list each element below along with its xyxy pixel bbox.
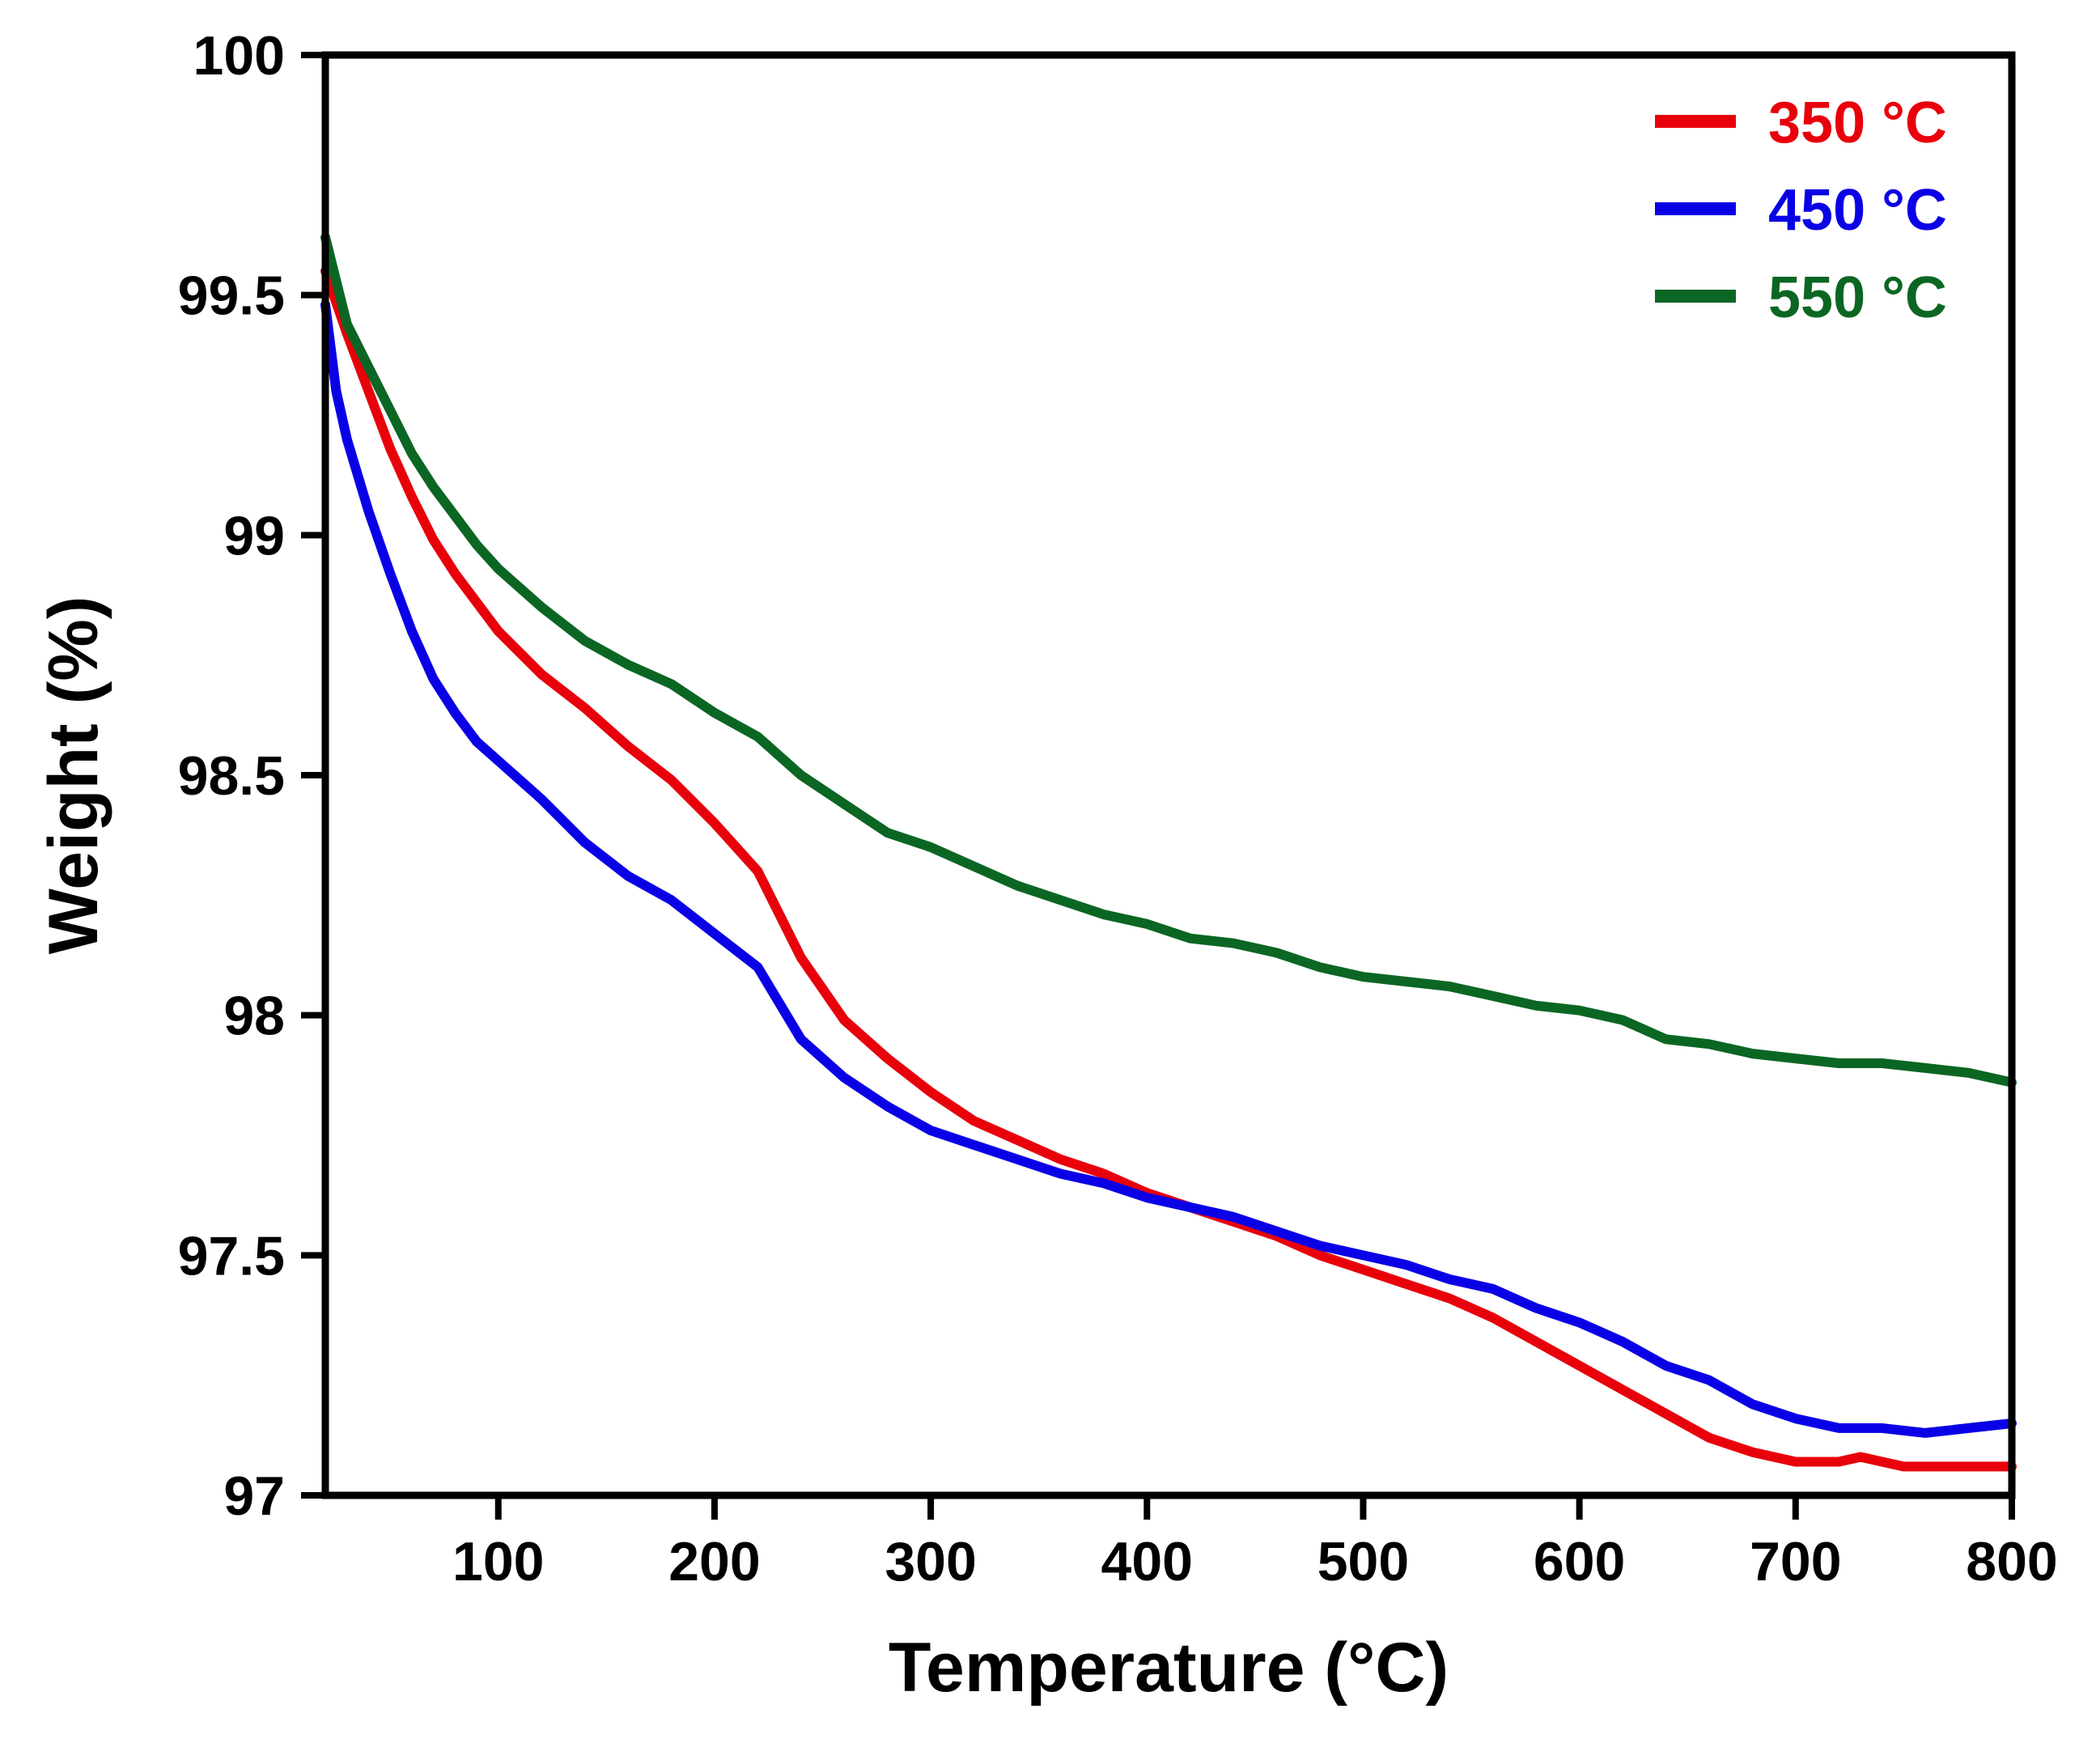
y-tick-label: 100	[193, 25, 285, 87]
y-tick-label: 99	[223, 505, 285, 566]
y-tick-label: 99.5	[178, 265, 285, 327]
legend-label-2: 450 °C	[1768, 178, 1947, 243]
y-tick-label: 97	[223, 1465, 285, 1527]
series-line-3	[320, 232, 2017, 1088]
axes-layer	[321, 51, 2016, 1499]
x-tick-label: 200	[668, 1531, 760, 1592]
y-axis-title: Weight (%)	[35, 596, 112, 955]
x-tick-label: 700	[1750, 1531, 1841, 1592]
legend-label-3: 550 °C	[1768, 265, 1947, 330]
plot-frame	[321, 51, 2016, 1499]
x-axis-title: Temperature (°C)	[889, 1629, 1449, 1707]
x-tick-label: 100	[452, 1531, 544, 1592]
series-line-1	[320, 266, 2017, 1472]
x-tick-label: 500	[1317, 1531, 1409, 1592]
x-tick-label: 300	[885, 1531, 976, 1592]
x-axis-ticks: 100 200 300 400 500 600 700 800	[452, 1495, 2058, 1592]
legend: 350 °C 450 °C 550 °C	[1655, 91, 1947, 330]
series-line-2	[320, 299, 2017, 1438]
x-tick-label: 600	[1534, 1531, 1625, 1592]
x-tick-label: 800	[1966, 1531, 2057, 1592]
y-tick-label: 98	[223, 986, 285, 1047]
y-axis-ticks: 97 97.5 98 98.5 99 99.5 100	[178, 25, 325, 1527]
y-tick-label: 98.5	[178, 745, 285, 807]
legend-label-1: 350 °C	[1768, 91, 1947, 155]
x-tick-label: 400	[1101, 1531, 1193, 1592]
y-tick-label: 97.5	[178, 1225, 285, 1287]
series-layer	[320, 232, 2017, 1472]
